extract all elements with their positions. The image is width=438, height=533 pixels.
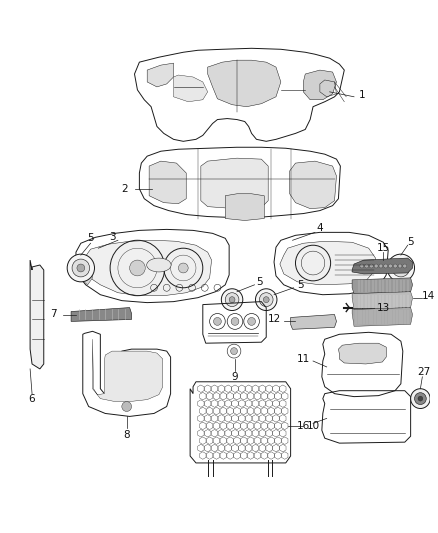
Circle shape [259, 293, 273, 306]
Circle shape [225, 293, 239, 306]
Circle shape [398, 264, 402, 268]
Circle shape [214, 318, 221, 325]
Circle shape [247, 318, 255, 325]
Polygon shape [280, 241, 375, 285]
Circle shape [418, 396, 423, 401]
Text: 5: 5 [87, 233, 94, 243]
Polygon shape [290, 161, 336, 208]
Circle shape [77, 264, 85, 272]
Circle shape [360, 264, 364, 268]
Circle shape [231, 318, 239, 325]
Circle shape [392, 259, 410, 277]
Polygon shape [339, 343, 386, 364]
Circle shape [365, 264, 368, 268]
Text: 3: 3 [109, 232, 115, 243]
Text: 15: 15 [377, 243, 390, 253]
Text: 4: 4 [317, 223, 323, 233]
Circle shape [384, 264, 388, 268]
Polygon shape [149, 161, 186, 204]
Circle shape [221, 289, 243, 311]
Polygon shape [352, 292, 413, 310]
Polygon shape [225, 194, 264, 221]
Text: 1: 1 [359, 90, 365, 100]
Circle shape [67, 254, 95, 282]
Text: 27: 27 [418, 367, 431, 377]
Circle shape [389, 264, 392, 268]
Polygon shape [291, 314, 336, 329]
Polygon shape [71, 308, 131, 321]
Circle shape [379, 264, 383, 268]
Text: 5: 5 [407, 237, 414, 247]
Polygon shape [208, 60, 281, 107]
Text: 9: 9 [232, 372, 238, 382]
Polygon shape [352, 308, 413, 326]
Circle shape [403, 264, 407, 268]
Circle shape [72, 259, 90, 277]
Circle shape [411, 389, 430, 408]
Text: 6: 6 [29, 393, 35, 403]
Polygon shape [303, 70, 336, 100]
Circle shape [178, 263, 188, 273]
Circle shape [414, 393, 426, 405]
Circle shape [397, 264, 405, 272]
Text: 16: 16 [297, 421, 310, 431]
Circle shape [231, 348, 237, 354]
Text: 13: 13 [377, 303, 390, 312]
Polygon shape [173, 75, 208, 102]
Polygon shape [352, 258, 413, 274]
Text: 2: 2 [121, 184, 128, 194]
Text: 5: 5 [256, 277, 263, 287]
Circle shape [263, 297, 269, 303]
Polygon shape [30, 260, 44, 369]
Circle shape [374, 264, 378, 268]
Text: 7: 7 [50, 309, 57, 319]
Text: 5: 5 [297, 280, 304, 290]
Circle shape [393, 264, 397, 268]
Circle shape [229, 297, 235, 303]
Circle shape [387, 254, 414, 282]
Ellipse shape [147, 258, 171, 272]
Polygon shape [79, 255, 92, 285]
Polygon shape [85, 240, 212, 296]
Text: 10: 10 [307, 421, 320, 431]
Circle shape [255, 289, 277, 311]
Text: 14: 14 [421, 290, 435, 301]
Polygon shape [201, 158, 268, 208]
Polygon shape [147, 63, 173, 87]
Text: 11: 11 [297, 354, 310, 364]
Circle shape [369, 264, 373, 268]
Polygon shape [92, 339, 163, 401]
Circle shape [130, 260, 145, 276]
Text: 8: 8 [124, 430, 130, 440]
Polygon shape [352, 278, 413, 294]
Text: 12: 12 [268, 314, 281, 325]
Circle shape [122, 401, 131, 411]
